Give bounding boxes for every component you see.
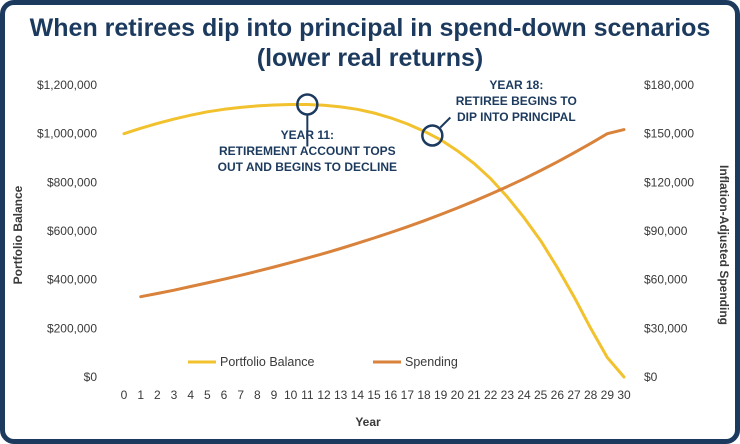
right-axis-tick-label: $60,000: [644, 273, 688, 287]
x-axis-tick-label: 30: [617, 388, 631, 402]
right-axis-tick-label: $90,000: [644, 224, 688, 238]
x-axis-tick-label: 20: [451, 388, 465, 402]
annotation-text: YEAR 11:: [281, 128, 334, 142]
x-axis-tick-label: 3: [171, 388, 178, 402]
legend: Portfolio Balance Spending: [188, 355, 458, 369]
x-axis-tick-label: 17: [401, 388, 415, 402]
x-axis-tick-label: 0: [121, 388, 128, 402]
chart-title-line-2: (lower real returns): [257, 44, 483, 72]
x-axis-tick-label: 25: [534, 388, 548, 402]
annotation-text: RETIREE BEGINS TO: [456, 94, 577, 108]
left-axis-tick-label: $600,000: [47, 224, 97, 238]
annotation-marker: [421, 124, 444, 147]
x-axis-tick-label: 9: [271, 388, 278, 402]
left-axis-tick-label: $800,000: [47, 175, 97, 189]
x-axis-tick-label: 8: [254, 388, 261, 402]
x-axis-tick-label: 15: [367, 388, 381, 402]
right-axis-tick-label: $180,000: [644, 78, 694, 92]
annotation-marker: [296, 93, 319, 116]
x-axis-tick-label: 24: [517, 388, 531, 402]
x-axis-tick-label: 4: [187, 388, 194, 402]
x-axis-tick-label: 13: [334, 388, 348, 402]
legend-label-portfolio-balance: Portfolio Balance: [220, 355, 315, 369]
x-axis-tick-label: 16: [384, 388, 398, 402]
x-axis-tick-label: 2: [154, 388, 161, 402]
left-axis-tick-label: $1,200,000: [37, 78, 97, 92]
legend-label-spending: Spending: [405, 355, 458, 369]
x-axis-tick-label: 10: [284, 388, 298, 402]
x-axis-tick-label: 19: [434, 388, 448, 402]
x-axis-tick-label: 23: [501, 388, 515, 402]
annotation-text: YEAR 18:: [489, 78, 543, 92]
x-axis-tick-label: 14: [351, 388, 365, 402]
chart-title-line-1: When retirees dip into principal in spen…: [30, 14, 711, 42]
right-axis-tick-label: $0: [644, 370, 658, 384]
x-axis-tick-label: 7: [237, 388, 244, 402]
x-axis-tick-label: 6: [221, 388, 228, 402]
chart-canvas: When retirees dip into principal in spen…: [11, 14, 731, 429]
left-axis-tick-label: $400,000: [47, 273, 97, 287]
left-axis-title: Portfolio Balance: [11, 185, 25, 284]
x-axis-tick-label: 27: [567, 388, 581, 402]
right-axis-tick-label: $150,000: [644, 127, 694, 141]
x-axis-tick-label: 5: [204, 388, 211, 402]
annotation-text: RETIREMENT ACCOUNT TOPS: [219, 144, 396, 158]
annotation-leader: [439, 116, 452, 129]
x-axis-tick-label: 26: [551, 388, 565, 402]
series-line-portfolio-balance: [122, 103, 626, 379]
annotation-text: DIP INTO PRINCIPAL: [457, 110, 576, 124]
left-axis-tick-label: $1,000,000: [37, 127, 97, 141]
left-axis-tick-label: $200,000: [47, 321, 97, 335]
x-axis-tick-label: 1: [137, 388, 144, 402]
left-axis-ticks: $0 $200,000 $400,000 $600,000 $800,000 $1,000…: [37, 78, 97, 384]
x-axis-tick-label: 11: [301, 388, 314, 402]
right-axis-tick-label: $30,000: [644, 321, 688, 335]
right-axis-title: Inflation-Adjusted Spending: [717, 165, 731, 325]
x-axis-title: Year: [355, 415, 381, 429]
x-axis-tick-label: 28: [584, 388, 598, 402]
right-axis-tick-label: $120,000: [644, 175, 694, 189]
annotation-text: OUT AND BEGINS TO DECLINE: [218, 160, 397, 174]
series-layer: [122, 103, 626, 379]
x-axis-tick-label: 22: [484, 388, 498, 402]
annotation-layer: YEAR 11: RETIREMENT ACCOUNT TOPS OUT AND B…: [218, 78, 577, 174]
x-axis-tick-label: 18: [417, 388, 431, 402]
x-axis-tick-label: 12: [317, 388, 331, 402]
left-axis-tick-label: $0: [84, 370, 98, 384]
x-axis-ticks: 0 1 2 3 4 5 6 7 8 9 10 11 12 13 14 15 16 17 18 19 20 21 22 23 24…: [121, 388, 631, 402]
x-axis-tick-label: 29: [601, 388, 615, 402]
series-line-spending: [139, 128, 626, 299]
x-axis-tick-label: 21: [467, 388, 481, 402]
right-axis-ticks: $0 $30,000 $60,000 $90,000 $120,000 $150,000 $…: [644, 78, 694, 384]
